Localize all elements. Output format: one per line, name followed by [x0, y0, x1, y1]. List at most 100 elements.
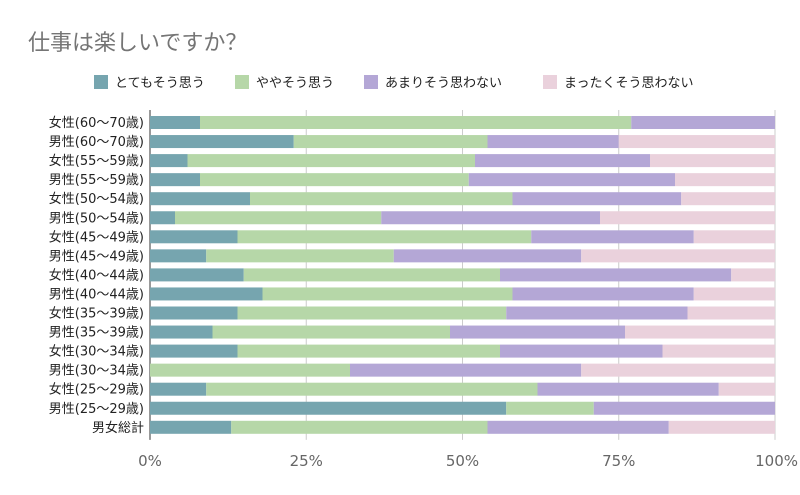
x-tick-label-0: 0%: [138, 452, 162, 470]
category-label-9: 男性(40～44歳): [49, 287, 144, 302]
bar-segment-6-2: [531, 230, 694, 244]
bar-segment-8-3: [731, 268, 775, 282]
bar-segment-1-0: [150, 135, 294, 149]
bar-segment-5-3: [600, 211, 775, 225]
bar-segment-5-0: [150, 211, 175, 225]
bar-segment-10-0: [150, 306, 238, 320]
legend-swatch-0: [94, 75, 108, 89]
bar-segment-1-1: [293, 135, 488, 149]
bar-segment-4-0: [150, 192, 250, 206]
bar-segment-12-3: [662, 344, 775, 358]
bar-segment-5-1: [175, 211, 382, 225]
legend-label-0: とてもそう思う: [115, 76, 205, 91]
bar-segment-11-3: [625, 325, 775, 339]
category-label-5: 男性(50～54歳): [49, 211, 144, 226]
bar-segment-12-2: [500, 344, 663, 358]
bar-segment-3-2: [468, 173, 675, 187]
bar-segment-16-3: [668, 420, 775, 434]
category-label-8: 女性(40～44歳): [49, 267, 144, 283]
legend-swatch-2: [364, 75, 378, 89]
bar-segment-8-2: [500, 268, 732, 282]
legend: とてもそう思う ややそう思う あまりそう思わない まったくそう思わない: [94, 75, 693, 91]
bar-segment-10-3: [687, 306, 775, 320]
category-label-7: 男性(45～49歳): [49, 249, 144, 264]
category-label-3: 男性(55～59歳): [49, 173, 144, 188]
bar-segment-11-1: [212, 325, 450, 339]
bar-segment-0-2: [631, 116, 775, 129]
bar-segment-15-1: [506, 401, 594, 415]
legend-label-3: まったくそう思わない: [564, 76, 693, 91]
bar-segment-11-2: [450, 325, 625, 339]
bar-segment-9-1: [262, 287, 513, 301]
bar-segment-6-3: [693, 230, 775, 244]
x-tick-label-2: 50%: [446, 452, 479, 470]
category-label-13: 男性(30～34歳): [49, 364, 144, 379]
category-labels: 女性(60～70歳) 男性(60～70歳) 女性(55～59歳) 男性(55～59歳)…: [49, 115, 144, 436]
bar-segment-16-2: [487, 420, 669, 434]
bar-segment-14-0: [150, 382, 207, 396]
x-tick-label-4: 100%: [755, 452, 798, 470]
bar-segment-7-3: [581, 249, 775, 263]
legend-swatch-1: [235, 75, 249, 89]
bar-segment-15-0: [150, 401, 507, 415]
bar-segment-4-2: [512, 192, 682, 206]
bar-segment-1-3: [618, 135, 775, 149]
bar-segment-13-2: [350, 363, 582, 377]
bar-segment-8-1: [243, 268, 500, 282]
bar-segment-8-0: [150, 268, 244, 282]
bars: [150, 116, 775, 434]
x-tick-label-3: 75%: [602, 452, 635, 470]
category-label-10: 女性(35～39歳): [49, 306, 144, 322]
bar-segment-13-3: [581, 363, 775, 377]
bar-segment-4-1: [250, 192, 513, 206]
bar-segment-2-1: [187, 154, 475, 168]
category-label-16: 男女総計: [92, 420, 144, 436]
bar-segment-4-3: [681, 192, 775, 206]
legend-label-2: あまりそう思わない: [385, 76, 502, 91]
bar-segment-1-2: [487, 135, 619, 149]
legend-label-1: ややそう思う: [256, 76, 334, 91]
bar-segment-0-0: [150, 116, 200, 129]
bar-segment-5-2: [381, 211, 600, 225]
category-label-11: 男性(35～39歳): [49, 326, 144, 341]
bar-segment-7-2: [393, 249, 582, 263]
bar-segment-14-3: [718, 382, 775, 396]
bar-segment-12-1: [237, 344, 500, 358]
category-label-6: 女性(45～49歳): [49, 229, 144, 245]
category-label-2: 女性(55～59歳): [49, 153, 144, 169]
bar-segment-9-2: [512, 287, 694, 301]
bar-segment-6-1: [237, 230, 532, 244]
x-tick-label-1: 25%: [290, 452, 323, 470]
category-label-14: 女性(25～29歳): [49, 382, 144, 398]
bar-segment-7-0: [150, 249, 207, 263]
bar-segment-3-0: [150, 173, 200, 187]
x-axis-ticks: 0% 25% 50% 75% 100%: [138, 452, 798, 470]
bar-segment-14-2: [537, 382, 719, 396]
category-label-4: 女性(50～54歳): [49, 191, 144, 207]
bar-segment-7-1: [206, 249, 394, 263]
bar-segment-3-1: [200, 173, 469, 187]
category-label-12: 女性(30～34歳): [49, 344, 144, 360]
bar-segment-2-2: [475, 154, 650, 168]
bar-segment-9-0: [150, 287, 263, 301]
bar-segment-13-1: [150, 363, 350, 377]
bar-segment-10-2: [506, 306, 688, 320]
bar-segment-16-0: [150, 420, 232, 434]
bar-segment-2-0: [150, 154, 188, 168]
bar-segment-9-3: [693, 287, 775, 301]
bar-segment-12-0: [150, 344, 238, 358]
bar-segment-3-3: [675, 173, 775, 187]
bar-segment-14-1: [206, 382, 538, 396]
bar-segment-6-0: [150, 230, 238, 244]
category-label-1: 男性(60～70歳): [49, 135, 144, 150]
bar-segment-10-1: [237, 306, 507, 320]
legend-swatch-3: [543, 75, 557, 89]
bar-segment-2-3: [650, 154, 775, 168]
bar-segment-15-2: [593, 401, 775, 415]
bar-segment-0-1: [200, 116, 632, 129]
category-label-0: 女性(60～70歳): [49, 115, 144, 131]
category-label-15: 男性(25～29歳): [49, 402, 144, 417]
chart-title: 仕事は楽しいですか？: [28, 31, 247, 56]
